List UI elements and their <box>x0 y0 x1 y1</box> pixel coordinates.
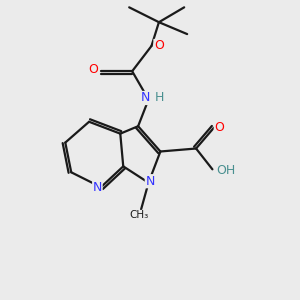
Text: N: N <box>145 175 155 188</box>
Text: N: N <box>93 181 102 194</box>
Text: H: H <box>155 92 164 104</box>
Text: OH: OH <box>216 164 235 177</box>
Text: CH₃: CH₃ <box>129 210 148 220</box>
Text: O: O <box>214 121 224 134</box>
Text: N: N <box>140 92 150 104</box>
Text: O: O <box>154 40 164 52</box>
Text: O: O <box>88 63 98 76</box>
